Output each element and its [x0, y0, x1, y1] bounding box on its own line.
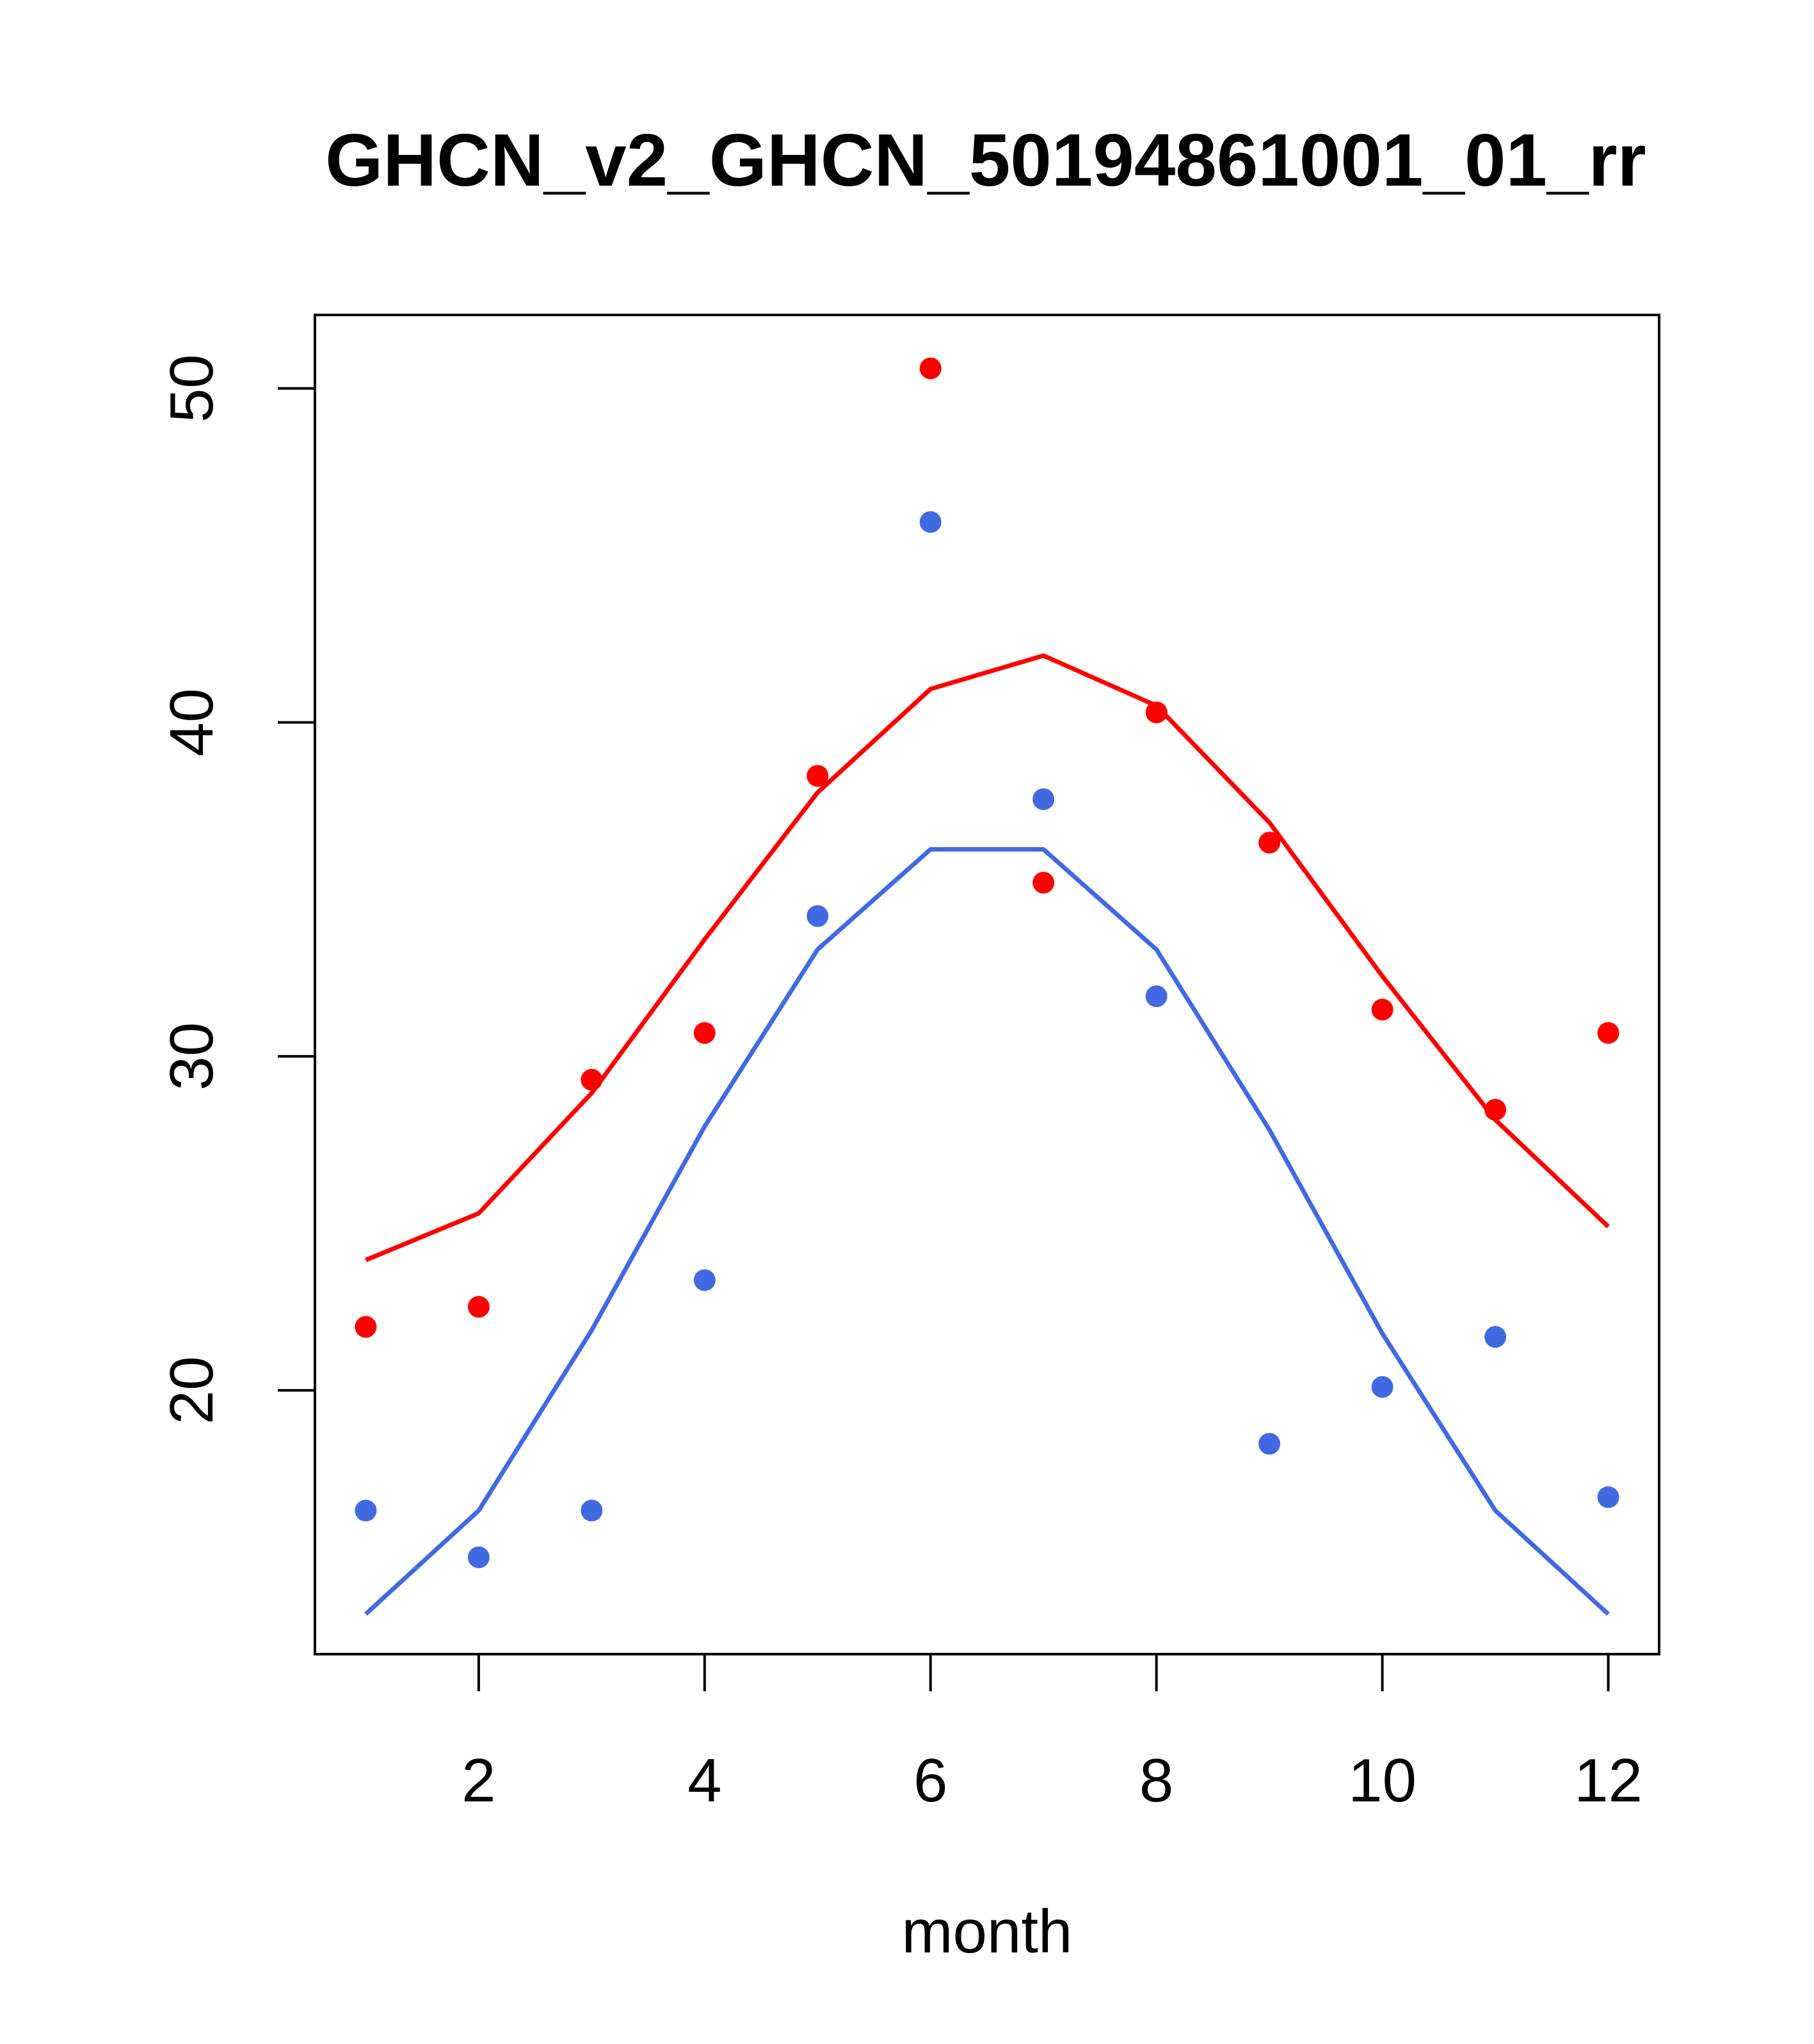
blue-data-point [693, 1269, 716, 1291]
series-layer [355, 357, 1619, 1616]
x-tick-label: 6 [913, 1746, 947, 1815]
y-tick-label: 20 [157, 1356, 226, 1424]
red-data-point [919, 357, 942, 380]
blue-data-point [1258, 1433, 1281, 1455]
blue-series-line [364, 847, 1610, 1616]
x-tick-label: 8 [1139, 1746, 1173, 1815]
red-data-point [807, 764, 829, 787]
blue-data-point [1145, 985, 1168, 1008]
y-tick-label: 40 [157, 688, 226, 757]
x-axis-label: month [902, 1897, 1073, 1966]
red-data-point [1371, 999, 1393, 1021]
red-data-point [1484, 1098, 1507, 1121]
x-tick-label: 10 [1348, 1746, 1417, 1815]
blue-data-point [1371, 1376, 1393, 1398]
blue-data-point [467, 1546, 490, 1568]
red-data-point [1032, 871, 1055, 894]
x-axis: 2 4 6 8 10 12 [462, 1654, 1642, 1815]
blue-data-point [1597, 1486, 1619, 1508]
blue-data-point [1032, 788, 1055, 810]
red-data-point [467, 1296, 490, 1318]
y-axis: 20 30 40 50 [157, 354, 315, 1424]
red-series-line [365, 653, 1610, 1262]
red-data-point [581, 1068, 603, 1091]
x-tick-label: 4 [687, 1746, 721, 1815]
plot-frame [314, 314, 1660, 1655]
red-data-point [355, 1316, 377, 1338]
y-tick-label: 50 [157, 354, 226, 422]
x-tick-label: 12 [1574, 1746, 1642, 1815]
blue-data-point [919, 511, 942, 533]
blue-data-point [581, 1499, 603, 1522]
blue-data-point [807, 905, 829, 928]
red-data-point [693, 1022, 716, 1044]
blue-data-point [355, 1499, 377, 1522]
chart-title: GHCN_v2_GHCN_50194861001_01_rr [325, 118, 1646, 202]
x-tick-label: 2 [462, 1746, 495, 1815]
red-data-point [1145, 701, 1168, 723]
blue-data-point [1484, 1326, 1507, 1348]
red-data-point [1258, 832, 1281, 854]
y-tick-label: 30 [157, 1022, 226, 1091]
red-data-point [1597, 1022, 1619, 1044]
